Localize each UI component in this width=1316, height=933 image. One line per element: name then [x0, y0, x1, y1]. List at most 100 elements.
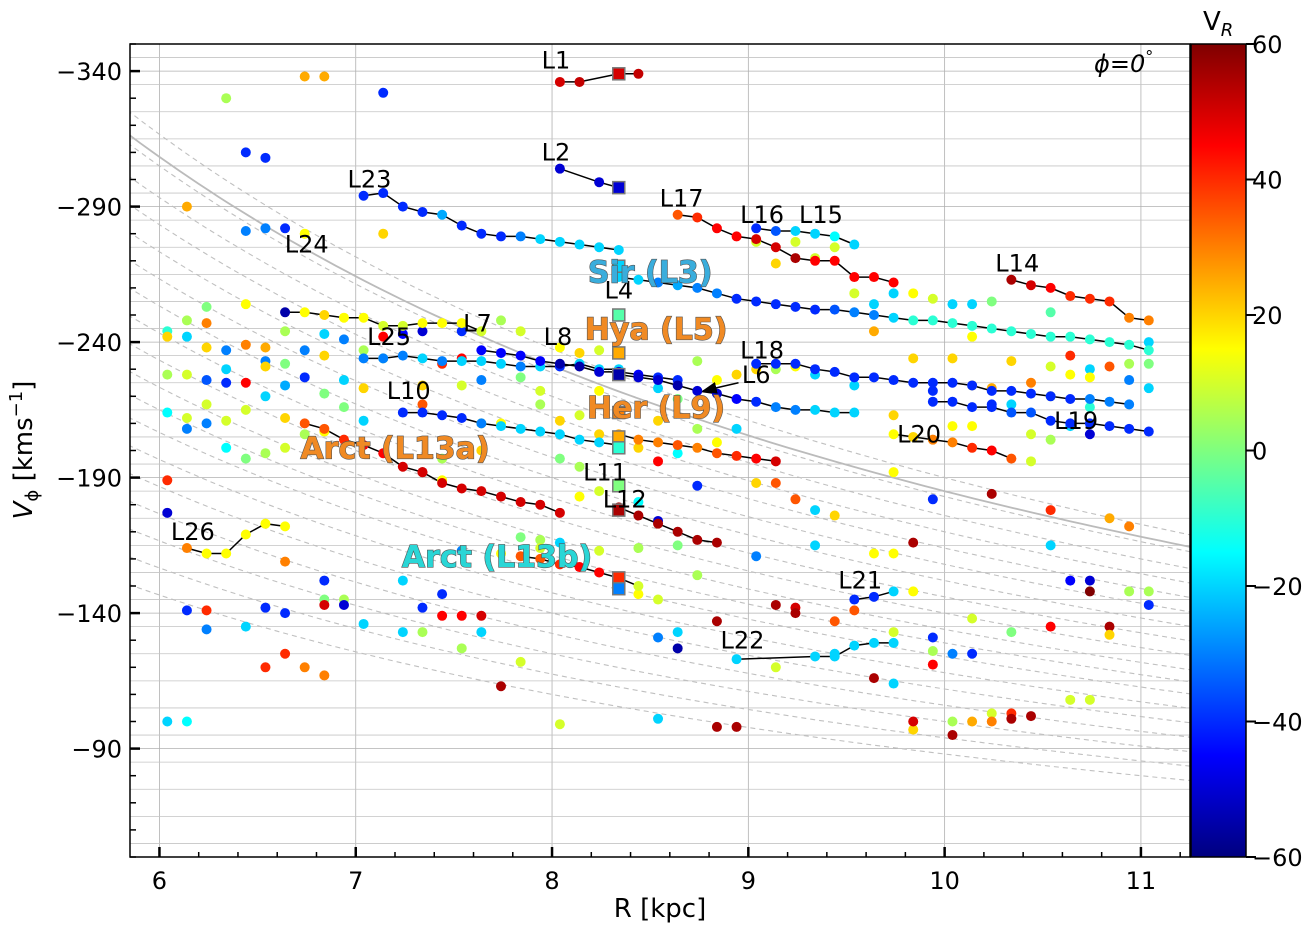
scatter-point — [849, 288, 860, 299]
ridge-label: L2 — [542, 139, 571, 167]
ridge-point — [692, 385, 703, 396]
scatter-point — [476, 627, 487, 638]
ridge-point — [437, 318, 448, 329]
scatter-point — [967, 421, 978, 432]
scatter-point — [653, 713, 664, 724]
scatter-point — [947, 648, 958, 659]
ridge-point — [927, 396, 938, 407]
ridge-point — [456, 483, 467, 494]
scatter-point — [378, 228, 389, 239]
scatter-point — [1084, 575, 1095, 586]
ridge-point — [751, 234, 762, 245]
ridge-label: L19 — [1054, 407, 1098, 435]
ridge-point — [1026, 407, 1036, 418]
scatter-point — [181, 201, 192, 212]
ridge-point — [181, 543, 192, 554]
scatter-point — [260, 602, 271, 613]
scatter-point — [319, 670, 330, 681]
scatter-point — [1104, 361, 1115, 372]
scatter-point — [319, 328, 330, 339]
x-axis-label: R [kpc] — [614, 894, 706, 924]
ridge-point — [692, 282, 703, 293]
scatter-point — [1026, 377, 1036, 388]
ridge-point — [633, 510, 644, 521]
scatter-point — [672, 394, 683, 405]
ridge-point — [1045, 391, 1056, 402]
ridge-point — [868, 637, 879, 648]
phi-annotation-main: ϕ=0 — [1094, 50, 1145, 78]
scatter-point — [1124, 375, 1135, 386]
ridge-point — [927, 434, 938, 445]
scatter-point — [849, 605, 860, 616]
reference-curve — [130, 445, 1190, 709]
scatter-point — [476, 445, 487, 456]
scatter-point — [927, 632, 938, 643]
ridge-point — [790, 253, 801, 264]
y-tick-label: −240 — [56, 329, 122, 357]
scatter-point — [260, 342, 271, 353]
scatter-point — [947, 730, 958, 741]
ridge-point — [829, 407, 840, 418]
ridge-point — [535, 356, 546, 367]
ridge-point — [1026, 388, 1036, 399]
scatter-point — [731, 369, 742, 380]
ridge-point — [456, 356, 467, 367]
scatter-point — [888, 627, 899, 638]
ridge-point — [908, 431, 919, 442]
scatter-point — [770, 258, 781, 269]
named-group-labels: Sir (L3) Hya (L5) Her (L9) Arct (L13a) Arct … — [300, 255, 728, 576]
scatter-point — [653, 383, 664, 394]
phi-annotation-degree: ° — [1145, 47, 1153, 66]
ridge-point — [1084, 334, 1095, 345]
ridge-point — [397, 201, 408, 212]
ridge-point — [358, 353, 369, 364]
scatter-point — [397, 328, 408, 339]
colorbar-ticks: 60 40 20 0 −20 −40 −60 — [1246, 31, 1303, 872]
scatter-point — [221, 364, 232, 375]
ridge-point — [594, 437, 605, 448]
ridge-point — [751, 296, 762, 307]
ridge-point — [711, 288, 722, 299]
ridge-label: L8 — [544, 323, 573, 351]
scatter-point — [1084, 402, 1095, 413]
ridge-point — [613, 244, 624, 255]
scatter-point — [711, 437, 722, 448]
ridge-point — [338, 312, 349, 323]
ridge-point — [397, 407, 408, 418]
scatter-point — [1124, 586, 1135, 597]
ridge-point — [1045, 331, 1056, 342]
ridge-point — [417, 407, 428, 418]
ridge-point — [515, 551, 526, 562]
ridge-label: L17 — [660, 185, 704, 213]
scatter-point — [1045, 505, 1056, 516]
named-group-label: Hya (L5) — [585, 312, 728, 347]
scatter-point — [908, 586, 919, 597]
reference-curve — [130, 500, 1190, 738]
scatter-point — [378, 331, 389, 342]
scatter-point — [417, 602, 428, 613]
ridge-point — [378, 448, 389, 459]
scatter-point — [496, 548, 506, 559]
ridge-point — [829, 651, 840, 662]
scatter-point — [1084, 429, 1095, 440]
reference-curve — [130, 371, 1190, 671]
scatter-point — [594, 345, 605, 356]
scatter-point — [338, 402, 349, 413]
ridge-point — [986, 445, 997, 456]
scatter-point — [181, 331, 192, 342]
ridge-point — [1045, 415, 1056, 426]
scatter-point — [1006, 356, 1017, 367]
ridge-point — [1045, 282, 1056, 293]
scatter-point — [260, 152, 271, 163]
scatter-point — [554, 342, 565, 353]
l6-arrow — [701, 382, 739, 394]
ridge-point — [397, 320, 408, 331]
scatter-point — [672, 540, 683, 551]
ridge-point — [967, 442, 978, 453]
solar-square — [612, 180, 626, 195]
scatter-point — [888, 288, 899, 299]
ridge-point — [594, 177, 605, 188]
ridge-point — [633, 372, 644, 383]
scatter-point — [221, 377, 232, 388]
scatter-point — [338, 334, 349, 345]
